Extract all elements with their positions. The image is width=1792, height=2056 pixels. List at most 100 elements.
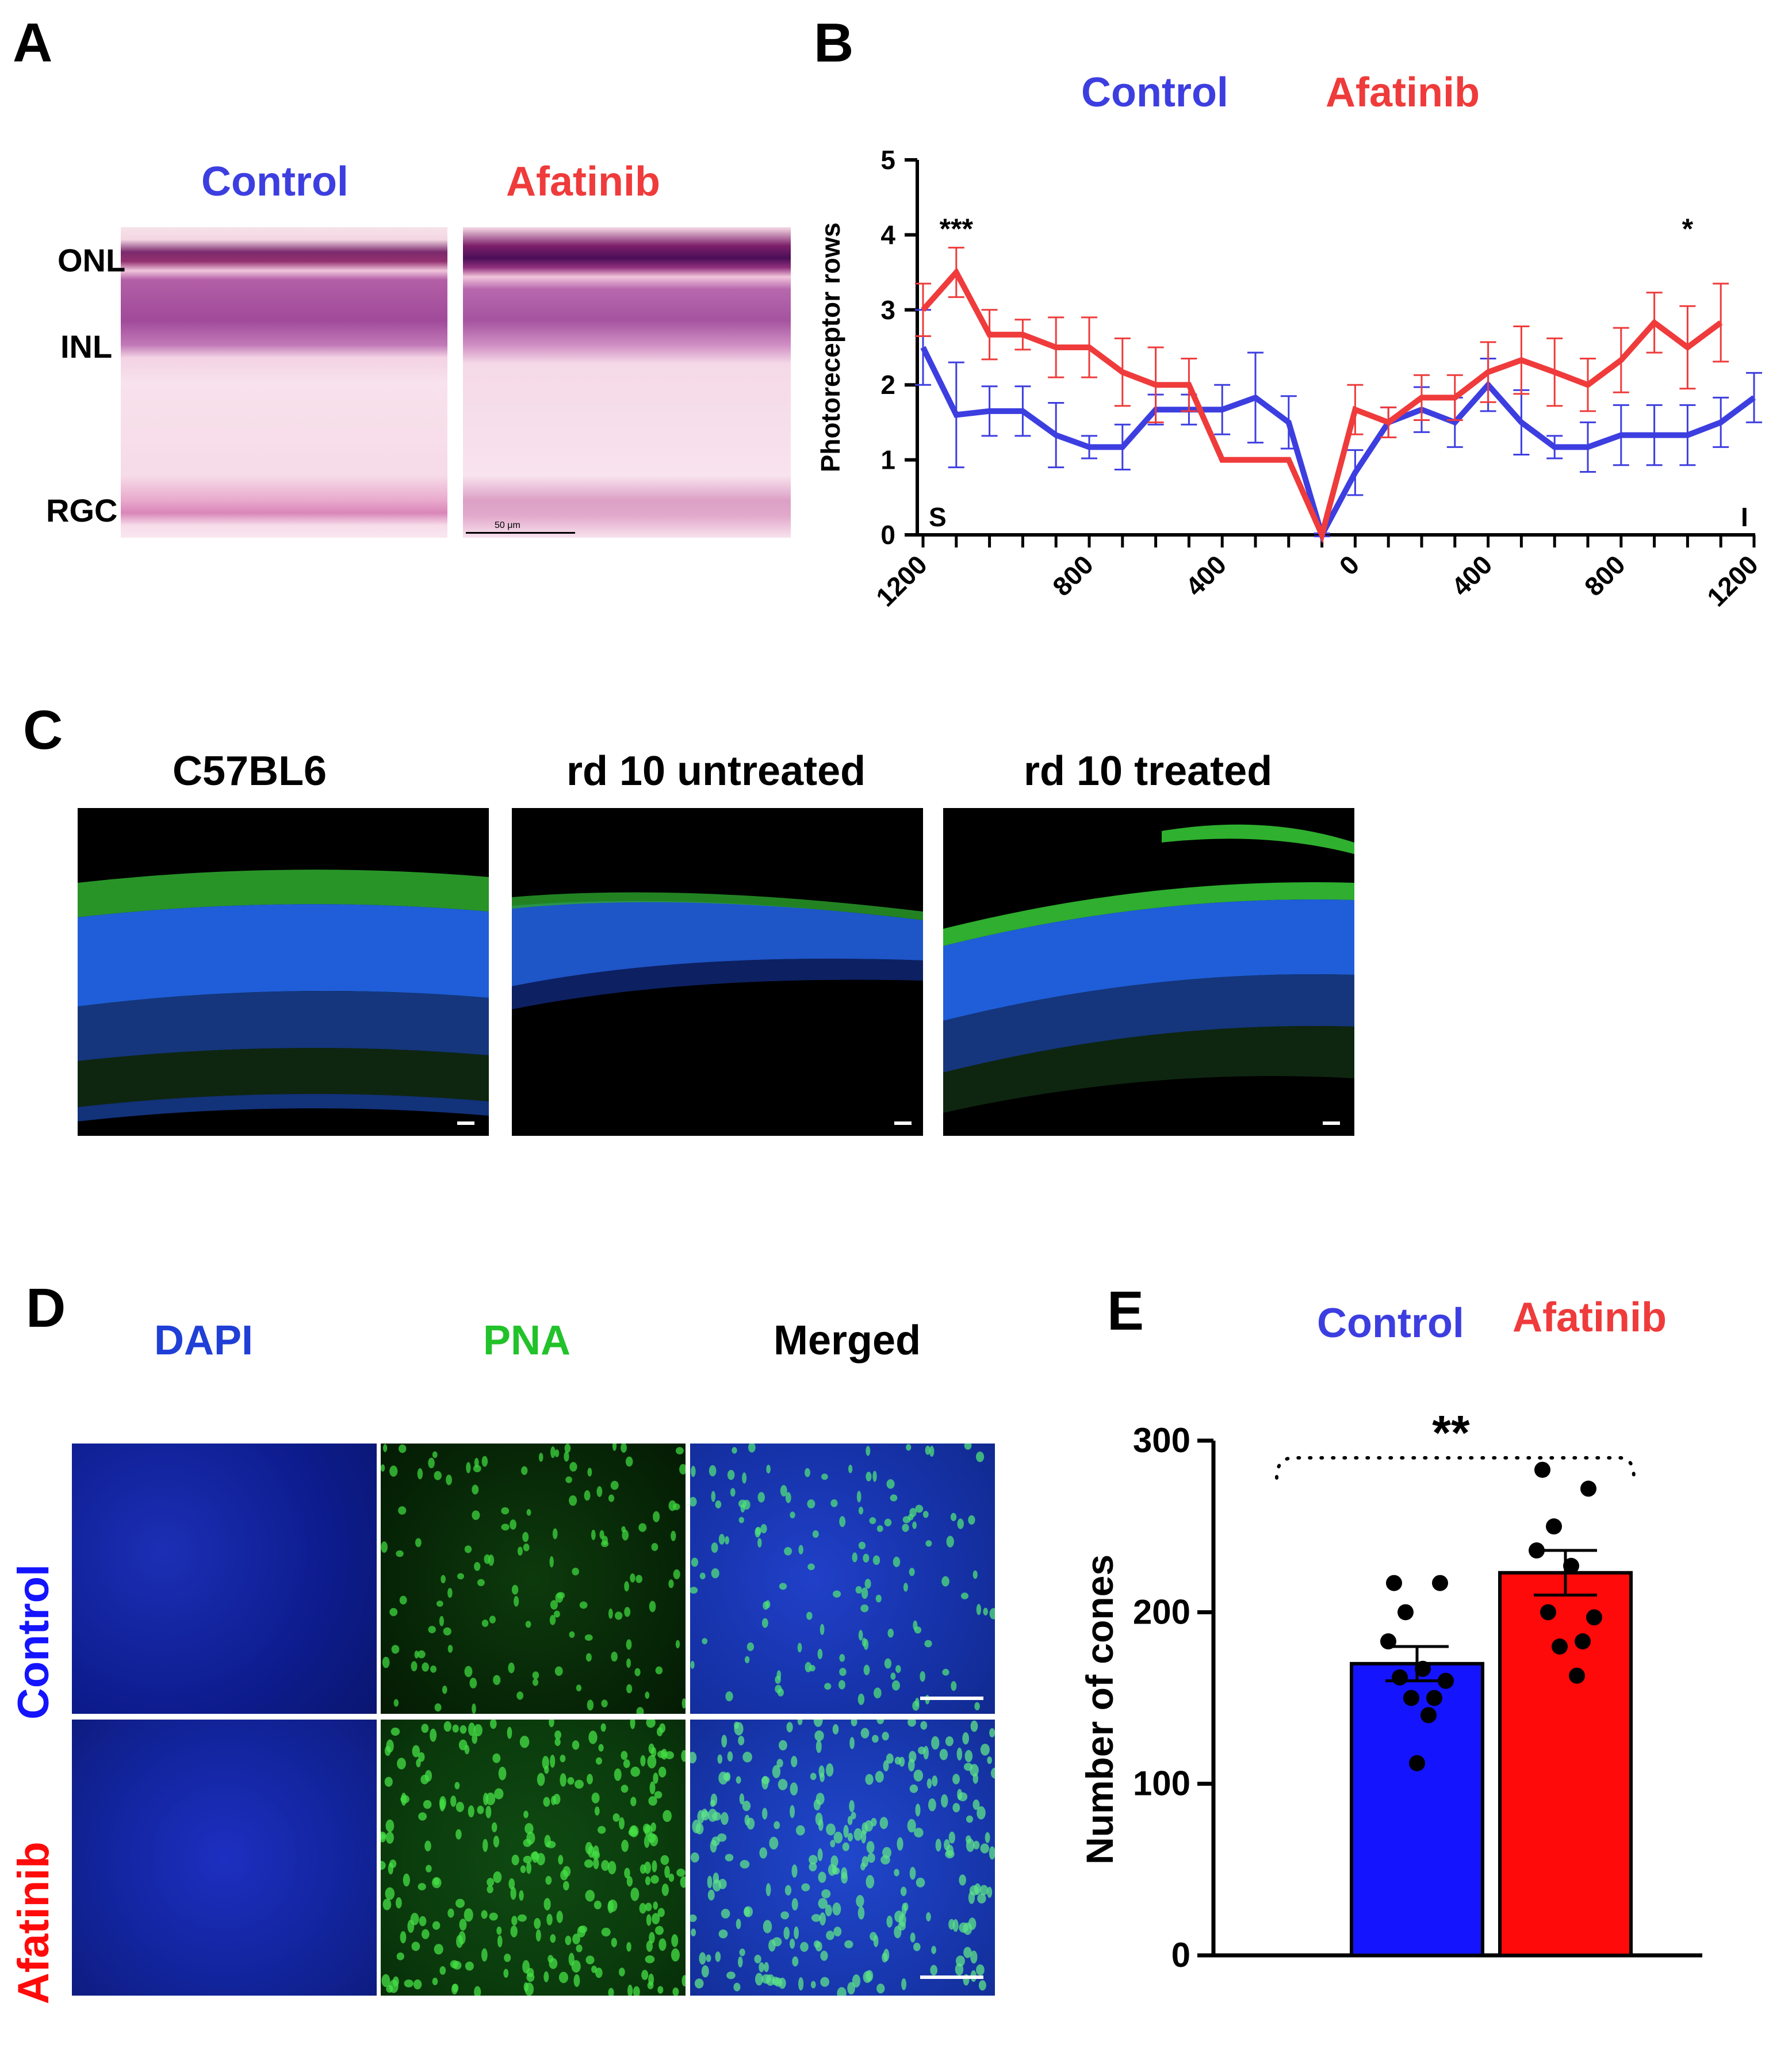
- cone-cell: [415, 1538, 422, 1548]
- cone-cell: [818, 1765, 825, 1778]
- cone-cell: [592, 1851, 600, 1860]
- cone-cell: [913, 1769, 924, 1782]
- cone-cell: [715, 1500, 722, 1509]
- cone-cell: [800, 1942, 809, 1952]
- panel-b-legend-control: Control: [1081, 70, 1228, 116]
- cone-cell: [798, 1545, 803, 1555]
- cone-cell: [980, 1744, 990, 1756]
- cone-cell: [780, 1911, 790, 1920]
- cone-cell: [691, 1465, 696, 1477]
- panel-b-legend-afatinib: Afatinib: [1326, 70, 1480, 116]
- cone-cell: [389, 1465, 398, 1477]
- cone-cell: [807, 1499, 815, 1509]
- cone-cell: [433, 1878, 439, 1885]
- y-tick-label: 0: [1171, 1936, 1190, 1974]
- significance-bracket: [1275, 1456, 1636, 1480]
- cone-cell: [588, 1730, 598, 1744]
- cone-cell: [989, 1846, 995, 1860]
- panel-c-letter: C: [23, 699, 63, 761]
- cone-cell: [611, 1651, 618, 1662]
- cone-cell: [398, 1506, 407, 1515]
- cone-cell: [903, 1583, 908, 1592]
- cone-cell: [734, 1721, 740, 1729]
- cone-cell: [733, 1982, 741, 1992]
- cone-cell: [454, 1782, 460, 1790]
- data-point: [1546, 1518, 1562, 1535]
- significance-label: **: [1432, 1406, 1470, 1460]
- cone-cell: [493, 1675, 501, 1685]
- cone-cell: [717, 1754, 723, 1764]
- cone-cell: [948, 1919, 955, 1930]
- cone-cell: [389, 1607, 398, 1617]
- cone-cell: [493, 1835, 500, 1848]
- cone-cell: [725, 1854, 734, 1862]
- cone-cell: [732, 1447, 737, 1454]
- cone-cell: [872, 1471, 877, 1482]
- cone-cell: [396, 1550, 404, 1557]
- cone-cell: [774, 1977, 783, 1987]
- cone-cell: [399, 1595, 407, 1605]
- cone-cell: [711, 1568, 719, 1579]
- cone-cell: [654, 1791, 663, 1799]
- cone-cell: [738, 1517, 744, 1523]
- cone-cell: [821, 1473, 828, 1480]
- cone-cell: [399, 1444, 407, 1453]
- cone-cell: [935, 1839, 941, 1852]
- cone-cell: [573, 1974, 580, 1987]
- cone-cell: [668, 1579, 674, 1588]
- cone-cell: [864, 1820, 874, 1832]
- cone-cell: [738, 1956, 743, 1968]
- cone-cell: [985, 1832, 990, 1843]
- cone-cell: [560, 1755, 566, 1763]
- panel-a-letter: A: [13, 12, 53, 74]
- cone-cell: [523, 1855, 532, 1864]
- data-point: [1438, 1672, 1454, 1689]
- cone-cell: [989, 1728, 995, 1737]
- cone-cell: [428, 1626, 436, 1633]
- cone-cell: [900, 1886, 907, 1897]
- cone-cell: [469, 1678, 477, 1689]
- cone-cell: [876, 1720, 884, 1725]
- cone-cell: [987, 1886, 993, 1898]
- cone-cell: [790, 1782, 798, 1796]
- cone-cell: [401, 1793, 407, 1806]
- cone-cell: [630, 1766, 640, 1777]
- cone-cell: [492, 1753, 501, 1763]
- cone-cell: [626, 1684, 633, 1694]
- cone-cell: [779, 1583, 787, 1590]
- cone-cell: [650, 1875, 659, 1884]
- cone-cell: [653, 1901, 658, 1910]
- cone-cell: [424, 1840, 431, 1852]
- cone-cell: [381, 1860, 386, 1870]
- cone-cell: [423, 1800, 432, 1809]
- cone-cell: [908, 1720, 916, 1727]
- cone-cell: [910, 1932, 916, 1943]
- x-tick-label: 400: [1446, 549, 1498, 602]
- cone-cell: [890, 1494, 898, 1502]
- cone-cell: [491, 1822, 497, 1833]
- cone-cell: [843, 1825, 849, 1838]
- data-point: [1569, 1667, 1585, 1684]
- data-point: [1415, 1660, 1431, 1677]
- cone-cell: [916, 1877, 925, 1887]
- cone-cell: [658, 1938, 667, 1951]
- x-tick-label: 800: [1047, 549, 1099, 602]
- cone-cell: [739, 1948, 745, 1957]
- cone-cell: [671, 1934, 679, 1947]
- y-tick-label: 5: [880, 145, 895, 175]
- cone-cell: [775, 1675, 781, 1684]
- cone-cell: [664, 1865, 670, 1878]
- data-point: [1420, 1707, 1437, 1724]
- cone-cell: [596, 1486, 603, 1498]
- cone-cell: [791, 1756, 798, 1767]
- cone-cell: [723, 1772, 730, 1781]
- cone-cell: [648, 1833, 656, 1843]
- cone-cell: [443, 1627, 451, 1636]
- cone-cell: [615, 1611, 623, 1620]
- cone-cell: [507, 1726, 512, 1739]
- cone-cell: [950, 1513, 957, 1522]
- cone-cell: [727, 1469, 735, 1480]
- cone-cell: [841, 1867, 848, 1879]
- cone-cell: [909, 1867, 916, 1880]
- cone-cell: [628, 1828, 638, 1836]
